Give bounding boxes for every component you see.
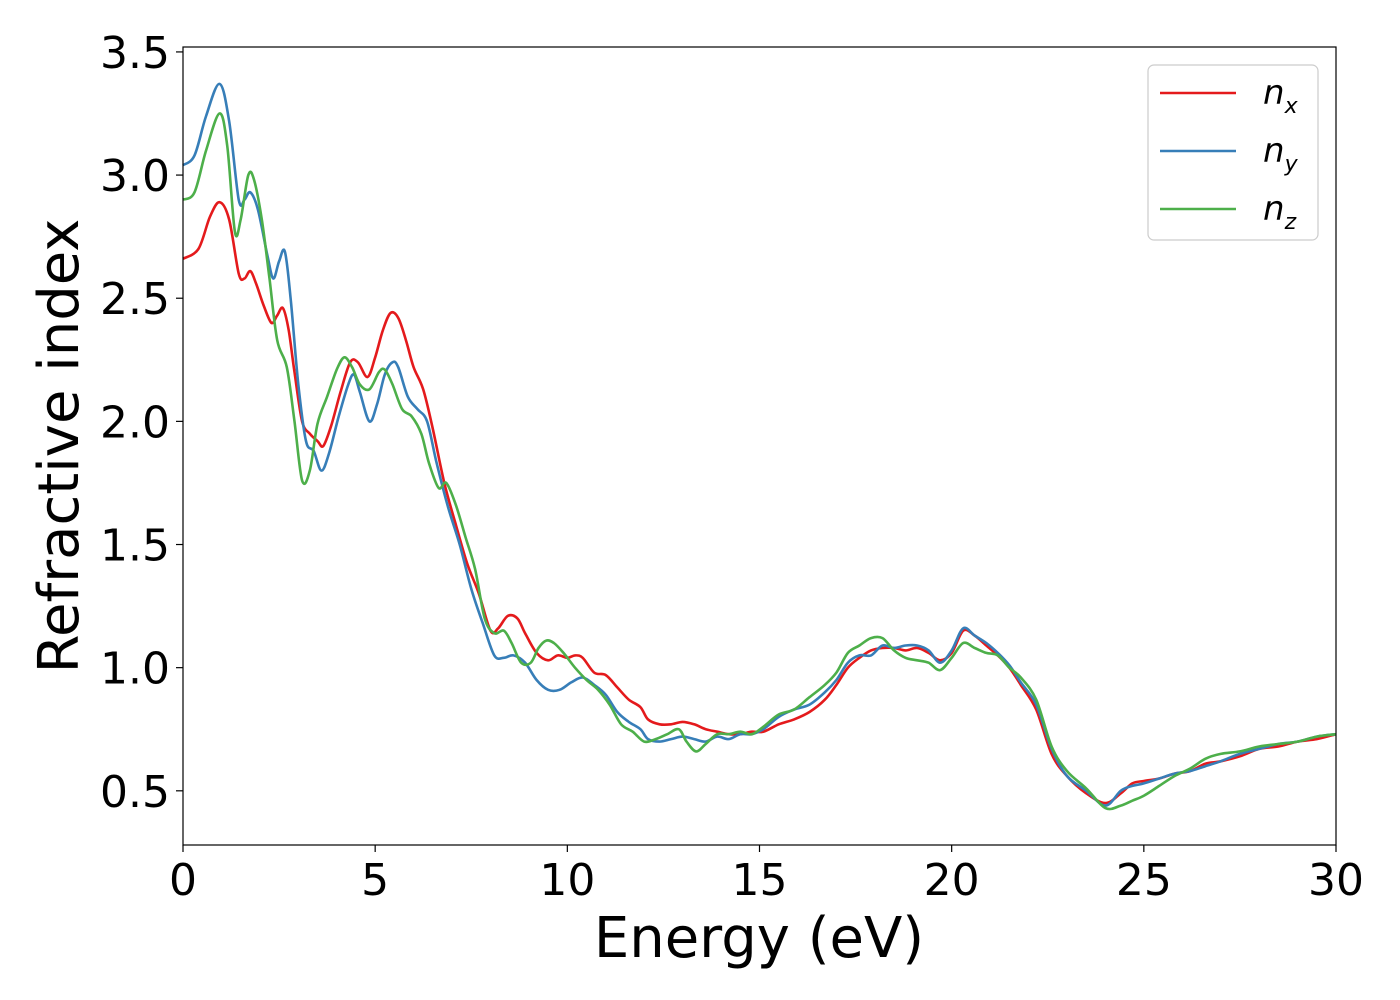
y-tick-label: 2.5 bbox=[100, 274, 170, 325]
x-tick-label: 0 bbox=[169, 855, 197, 906]
x-tick-label: 30 bbox=[1308, 855, 1364, 906]
y-axis: 0.5 1.0 1.5 2.0 2.5 3.0 3.5 bbox=[100, 28, 183, 818]
x-tick-label: 10 bbox=[539, 855, 595, 906]
x-tick-label: 20 bbox=[924, 855, 980, 906]
series-line-n-x bbox=[182, 200, 1337, 805]
x-tick-label: 15 bbox=[732, 855, 788, 906]
series-line-n-z bbox=[182, 112, 1337, 811]
y-tick-label: 2.0 bbox=[100, 397, 170, 448]
series-line-n-y bbox=[182, 82, 1337, 807]
x-axis-title: Energy (eV) bbox=[594, 906, 924, 971]
x-tick-label: 5 bbox=[361, 855, 389, 906]
y-axis-title: Refractive index bbox=[27, 219, 92, 674]
y-tick-label: 3.0 bbox=[100, 151, 170, 202]
x-axis: 0 5 10 15 20 25 30 bbox=[169, 845, 1364, 906]
x-tick-label: 25 bbox=[1116, 855, 1172, 906]
y-tick-label: 0.5 bbox=[100, 767, 170, 818]
series-layer bbox=[182, 82, 1337, 811]
y-tick-label: 1.5 bbox=[100, 521, 170, 572]
y-tick-label: 3.5 bbox=[100, 28, 170, 79]
legend-box bbox=[1147, 64, 1319, 241]
y-tick-label: 1.0 bbox=[100, 644, 170, 695]
